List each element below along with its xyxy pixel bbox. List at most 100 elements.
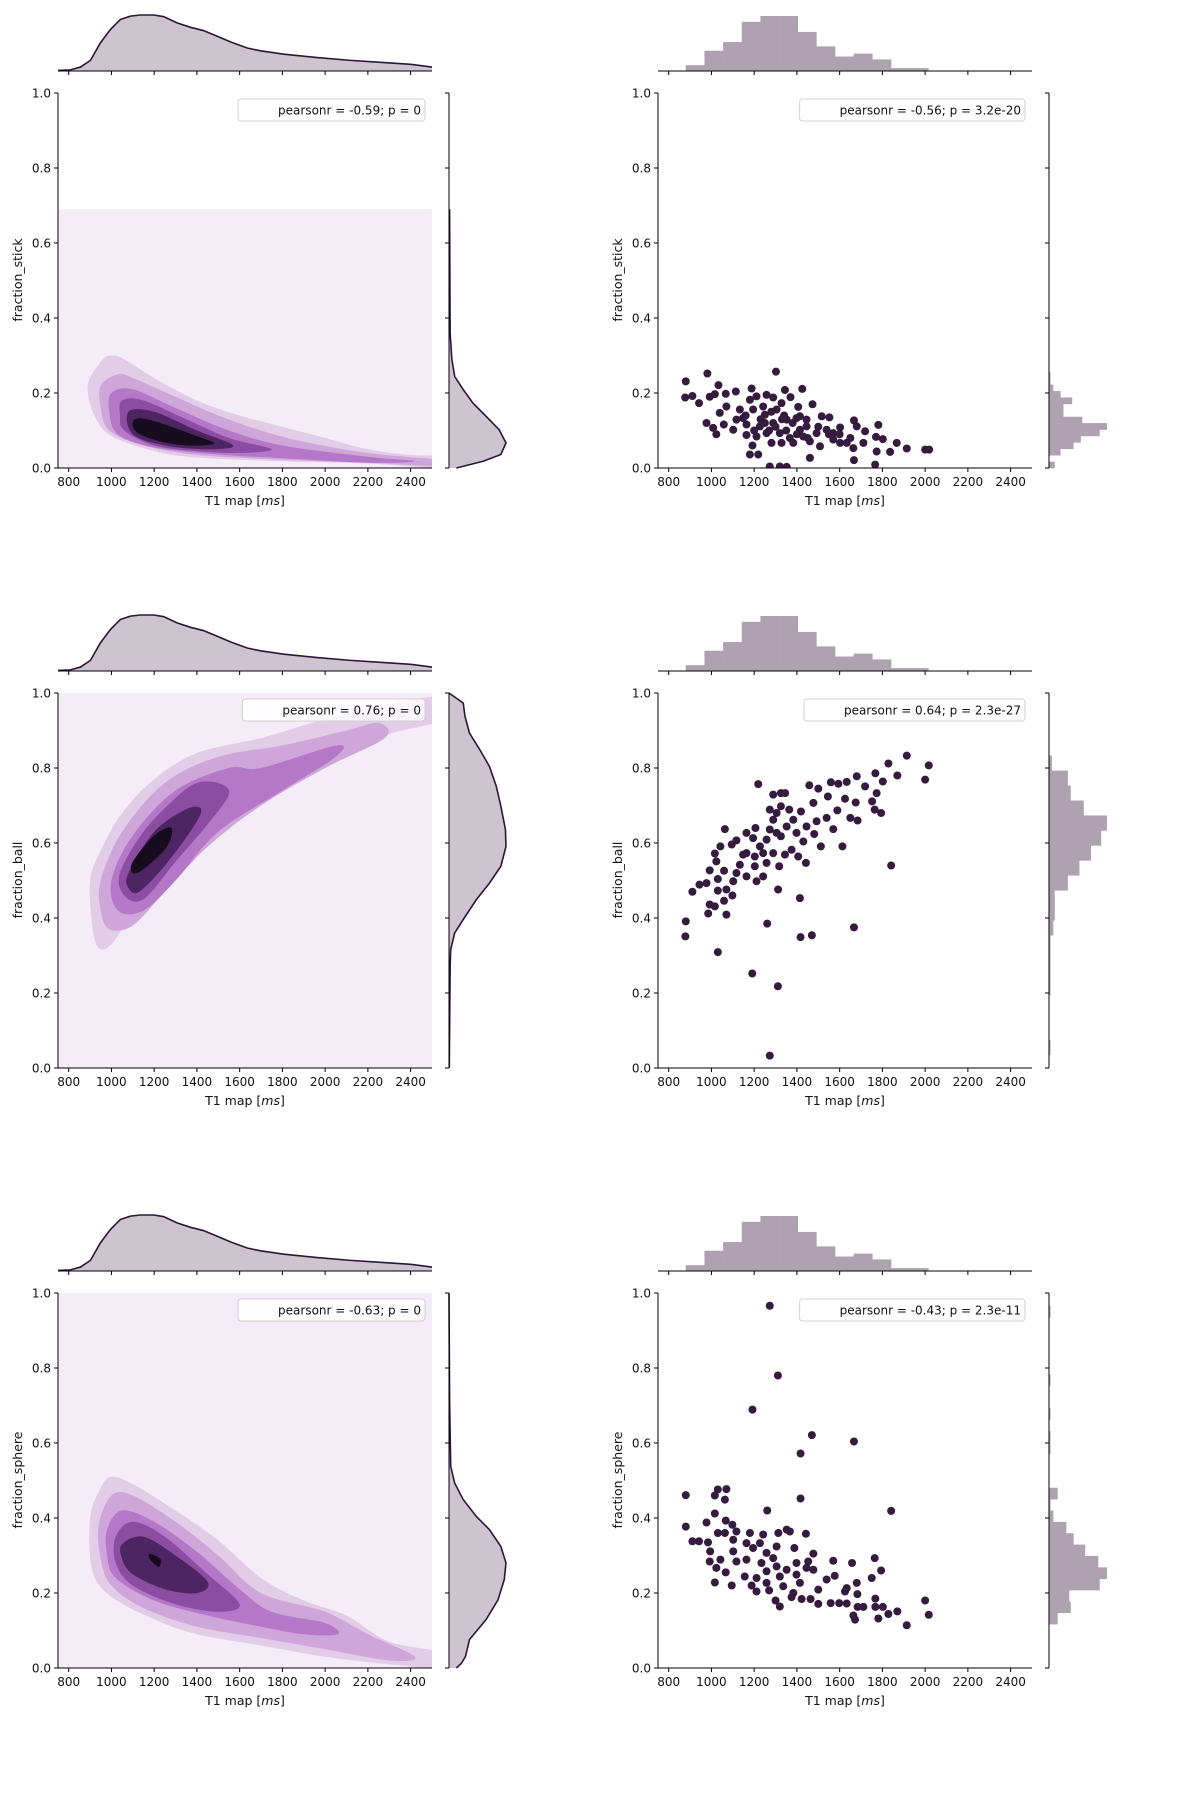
scatter-point: [782, 822, 791, 831]
y-marginal-hist-bar: [1049, 403, 1064, 411]
y-tick-label: 1.0: [32, 87, 51, 101]
scatter-point: [742, 420, 751, 429]
scatter-point: [780, 411, 789, 420]
scatter-point: [754, 780, 763, 789]
scatter-point: [835, 1599, 844, 1608]
x-axis-label-bracket: ]: [280, 493, 285, 508]
plot-area: [58, 1293, 432, 1668]
y-axis-label: fraction_sphere: [10, 1431, 25, 1528]
scatter-point: [722, 1485, 731, 1494]
scatter-point: [867, 1574, 876, 1582]
y-tick-label: 0.2: [32, 1587, 51, 1601]
scatter-point: [826, 1599, 835, 1608]
scatter-point: [773, 1371, 782, 1380]
scatter-point: [775, 462, 784, 468]
scatter-point: [742, 1539, 751, 1548]
scatter-point: [823, 792, 832, 801]
y-tick-label: 0.8: [32, 1362, 51, 1376]
scatter-point: [814, 422, 823, 431]
scatter-point: [755, 1539, 764, 1548]
x-tick-label: 1600: [824, 475, 855, 489]
scatter-point: [741, 411, 750, 420]
y-tick-label: 0.6: [632, 1437, 651, 1451]
x-axis-label-text: T1 map [: [804, 493, 861, 508]
scatter-point: [715, 408, 724, 417]
y-marginal-hist-bar: [1049, 800, 1084, 816]
y-tick-label: 0.8: [632, 162, 651, 176]
y-marginal-hist-bar: [1049, 965, 1051, 981]
scatter-point: [802, 415, 811, 424]
scatter-point: [713, 948, 722, 957]
y-tick-label: 0.4: [632, 912, 651, 926]
scatter-point: [872, 447, 881, 456]
scatter-point: [859, 438, 868, 447]
kde-contour-level-6: [132, 418, 215, 446]
y-marginal-hist-bar: [1049, 875, 1068, 891]
jointplot-scatter-fraction-ball: 800 1000 1200 1400 1600 1800 2000 2200 2400 0.0 0.…: [610, 616, 1107, 1108]
y-tick-label: 0.0: [32, 1662, 51, 1676]
y-marginal-hist-bar: [1049, 1408, 1051, 1420]
x-axis-label: T1 map [ms]: [804, 493, 885, 508]
legend-box: [803, 698, 1026, 722]
x-tick-label: 2400: [395, 1075, 426, 1089]
scatter-point: [794, 402, 803, 411]
scatter-point: [777, 399, 786, 408]
y-marginal-hist-bar: [1049, 1430, 1051, 1443]
x-marginal-hist-bar: [685, 1265, 705, 1271]
scatter-point: [769, 849, 778, 858]
scatter-point: [814, 1599, 823, 1608]
y-tick-label: 0.4: [632, 312, 651, 326]
legend-text: pearsonr = -0.56; p = 3.2e-20: [840, 104, 1021, 118]
scatter-point: [774, 885, 783, 894]
scatter-point: [710, 1509, 719, 1518]
scatter-point: [803, 434, 812, 442]
x-axis-label-bracket: ]: [280, 1693, 285, 1708]
scatter-point: [755, 842, 764, 851]
scatter-point: [745, 395, 754, 404]
x-tick-label: 1800: [267, 1675, 298, 1689]
y-marginal-hist-bar: [1049, 423, 1107, 430]
legend: pearsonr = 0.64; p = 2.3e-27: [803, 698, 1026, 722]
scatter-point: [853, 1602, 862, 1611]
x-tick-label: 1200: [139, 1075, 170, 1089]
scatter-point: [765, 1051, 774, 1060]
jointplot-kde-fraction-sphere: 800 1000 1200 1400 1600 1800 2000 2200 2400 0.0 0.…: [10, 1214, 507, 1708]
x-tick-label: 1600: [224, 1075, 255, 1089]
scatter-point: [807, 931, 816, 940]
scatter-point: [849, 923, 858, 932]
scatter-point: [849, 456, 858, 465]
scatter-point: [710, 390, 719, 399]
scatter-point: [729, 425, 738, 434]
scatter-point: [702, 1518, 711, 1527]
legend-box: [237, 1298, 426, 1322]
jointplot-kde-fraction-ball: 800 1000 1200 1400 1600 1800 2000 2200 2400 0.0 0.…: [10, 614, 507, 1108]
x-marginal-hist-bar: [723, 1242, 743, 1271]
y-tick-label: 0.2: [32, 387, 51, 401]
scatter-point: [732, 1557, 741, 1566]
scatter-point: [815, 442, 824, 451]
scatter-point: [747, 384, 756, 393]
x-tick-label: 2000: [310, 1675, 341, 1689]
x-marginal-hist-bar: [797, 1231, 817, 1271]
y-tick-label: 0.4: [32, 912, 51, 926]
scatter-point: [773, 982, 782, 991]
scatter-point: [796, 1449, 805, 1458]
scatter-point: [852, 422, 861, 431]
scatter-point: [713, 1485, 722, 1494]
y-tick-label: 0.4: [632, 1512, 651, 1526]
plot-area: [681, 751, 933, 1060]
x-tick-label: 1800: [867, 1075, 898, 1089]
y-tick-label: 0.6: [32, 1437, 51, 1451]
scatter-point: [796, 933, 805, 942]
x-tick-label: 2000: [910, 1075, 941, 1089]
scatter-point: [871, 432, 880, 441]
scatter-point: [735, 405, 744, 414]
y-tick-label: 0.2: [32, 987, 51, 1001]
x-tick-label: 800: [657, 1675, 680, 1689]
x-axis-label-text: T1 map [: [804, 1093, 861, 1108]
scatter-point: [702, 879, 711, 888]
scatter-point: [762, 1548, 771, 1557]
scatter-point: [747, 1581, 756, 1590]
y-marginal-hist-bar: [1049, 1521, 1067, 1534]
scatter-point: [728, 891, 737, 900]
